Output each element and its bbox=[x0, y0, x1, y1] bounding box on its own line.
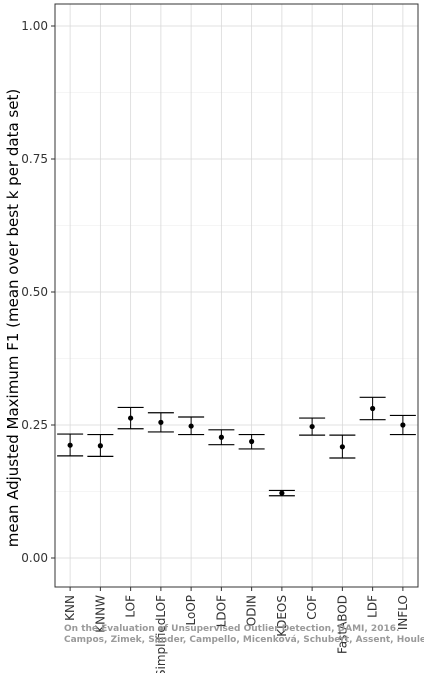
watermark-line-2: Campos, Zimek, Sander, Campello, Micenko… bbox=[64, 635, 424, 645]
x-tick-label: LDOF bbox=[214, 595, 228, 627]
x-tick-label: FastABOD bbox=[335, 595, 349, 654]
x-tick-label: LOF bbox=[124, 595, 138, 618]
mean-point bbox=[339, 444, 345, 450]
x-tick-label: INFLO bbox=[396, 595, 410, 630]
x-tick-label: LDF bbox=[366, 595, 380, 618]
mean-point bbox=[158, 419, 164, 425]
mean-point bbox=[128, 415, 134, 421]
x-tick-label: ODIN bbox=[245, 595, 259, 626]
x-tick-label: KDEOS bbox=[275, 595, 289, 637]
mean-point bbox=[370, 405, 376, 412]
grid bbox=[55, 4, 418, 587]
x-tick-label: SimplifiedLOF bbox=[154, 595, 168, 673]
mean-point bbox=[249, 438, 255, 445]
mean-point bbox=[67, 442, 73, 448]
y-tick-label: 0.75 bbox=[21, 152, 48, 166]
marks bbox=[57, 396, 416, 497]
mean-point bbox=[279, 490, 285, 496]
mean-point bbox=[97, 443, 103, 449]
y-tick-label: 1.00 bbox=[21, 19, 48, 33]
mean-point bbox=[309, 423, 315, 430]
y-axis-title: mean Adjusted Maximum F1 (mean over best… bbox=[4, 89, 22, 547]
watermark-line-1: On the Evaluation of Unsupervised Outlie… bbox=[64, 624, 399, 634]
y-tick-label: 0.00 bbox=[21, 551, 48, 565]
x-tick-label: LoOP bbox=[184, 595, 198, 626]
x-tick-label: KNNW bbox=[93, 595, 107, 633]
y-tick-label: 0.25 bbox=[21, 418, 48, 432]
mean-point bbox=[218, 434, 224, 440]
x-tick-label: COF bbox=[305, 595, 319, 620]
x-tick-label: KNN bbox=[63, 595, 77, 621]
mean-point bbox=[188, 423, 194, 429]
y-tick-label: 0.50 bbox=[21, 285, 48, 299]
axes: 0.00 0.25 0.50 0.75 1.00 KNN KNNW LOF Simplified… bbox=[21, 3, 419, 673]
mean-point bbox=[400, 422, 406, 428]
plot-border bbox=[54, 3, 419, 588]
